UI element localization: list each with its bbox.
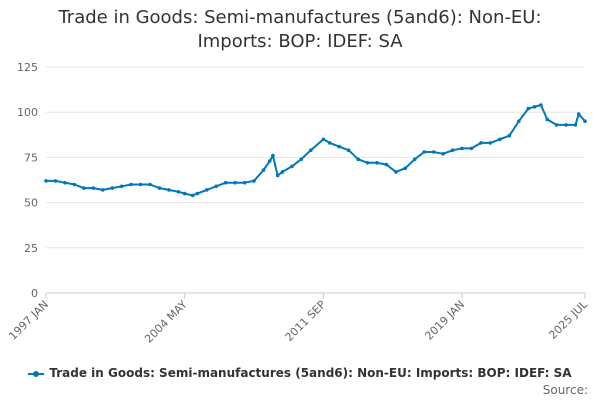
data-point xyxy=(539,103,543,107)
data-point xyxy=(233,180,237,185)
data-point xyxy=(394,170,398,174)
data-point xyxy=(365,161,370,165)
y-tick-label: 100 xyxy=(17,106,38,119)
data-point xyxy=(167,188,171,192)
data-point xyxy=(138,182,143,187)
series-layer xyxy=(44,103,587,198)
data-point xyxy=(268,159,272,163)
data-point xyxy=(431,150,436,154)
data-point xyxy=(190,193,195,198)
data-point xyxy=(176,190,181,194)
data-point xyxy=(441,152,446,156)
data-point xyxy=(450,148,455,152)
data-point xyxy=(195,191,200,196)
x-tick-label: 1997 JAN xyxy=(6,298,51,343)
data-point xyxy=(290,164,294,169)
data-point xyxy=(384,162,389,167)
data-point xyxy=(157,186,162,190)
data-point xyxy=(119,184,124,189)
data-point xyxy=(82,186,86,190)
data-point xyxy=(517,119,521,123)
data-point xyxy=(545,117,549,122)
data-point xyxy=(252,179,256,183)
data-point xyxy=(91,186,96,190)
data-point xyxy=(100,188,105,192)
grid-layer xyxy=(46,66,585,294)
data-point xyxy=(327,141,332,145)
chart-title-line-1: Trade in Goods: Semi-manufactures (5and6… xyxy=(58,7,542,28)
legend[interactable]: Trade in Goods: Semi-manufactures (5and6… xyxy=(0,366,600,380)
data-point xyxy=(460,146,464,151)
series-line xyxy=(46,104,586,197)
chart-title-line-2: Imports: BOP: IDEF: SA xyxy=(197,31,403,52)
data-point xyxy=(375,161,379,165)
data-point xyxy=(321,137,326,142)
data-point xyxy=(280,170,285,174)
data-point xyxy=(261,168,266,172)
data-point xyxy=(205,188,209,192)
source-label: Source: xyxy=(542,383,588,397)
data-point xyxy=(554,123,559,127)
data-point xyxy=(469,146,474,151)
data-point xyxy=(129,182,133,187)
data-point xyxy=(498,137,502,142)
x-tick-label: 2019 JAN xyxy=(422,298,467,343)
data-point xyxy=(53,179,58,183)
data-point xyxy=(532,105,537,109)
data-point xyxy=(223,180,228,185)
data-point xyxy=(337,144,341,149)
data-point xyxy=(275,173,280,178)
legend-label: Trade in Goods: Semi-manufactures (5and6… xyxy=(49,366,572,380)
y-tick-label: 25 xyxy=(24,242,38,255)
data-point xyxy=(413,157,417,161)
data-point xyxy=(271,153,275,158)
data-point xyxy=(72,182,77,187)
data-point xyxy=(63,180,67,185)
data-point xyxy=(182,191,187,196)
legend-swatch-icon xyxy=(28,369,45,379)
x-tick-label: 2011 SEP xyxy=(282,298,328,344)
data-point xyxy=(576,112,581,116)
chart-title: Trade in Goods: Semi-manufactures (5and6… xyxy=(0,6,600,54)
data-point xyxy=(356,157,360,161)
data-point xyxy=(403,166,408,170)
data-point xyxy=(214,184,218,189)
data-point xyxy=(507,133,512,138)
y-tick-label: 75 xyxy=(24,151,38,164)
x-tick-label: 2025 JUL xyxy=(546,297,590,341)
data-point xyxy=(309,148,313,152)
data-point xyxy=(110,186,114,190)
data-point xyxy=(148,182,152,187)
x-tick-label: 2004 MAY xyxy=(142,298,190,346)
data-point xyxy=(564,123,568,127)
data-point xyxy=(526,106,531,111)
data-point xyxy=(299,157,304,161)
y-tick-label: 0 xyxy=(31,287,38,300)
data-point xyxy=(583,119,587,123)
data-point xyxy=(44,179,48,183)
data-point xyxy=(422,150,427,154)
axis-layer: 0 25 50 75 100 125 1997 JAN 2004 MAY 2011 SEP 201… xyxy=(6,61,590,346)
data-point xyxy=(488,141,493,145)
data-point xyxy=(479,141,483,145)
data-point xyxy=(242,180,247,185)
y-tick-label: 125 xyxy=(17,61,38,74)
data-point xyxy=(573,123,578,127)
y-tick-label: 50 xyxy=(24,197,38,210)
data-point xyxy=(346,148,351,152)
